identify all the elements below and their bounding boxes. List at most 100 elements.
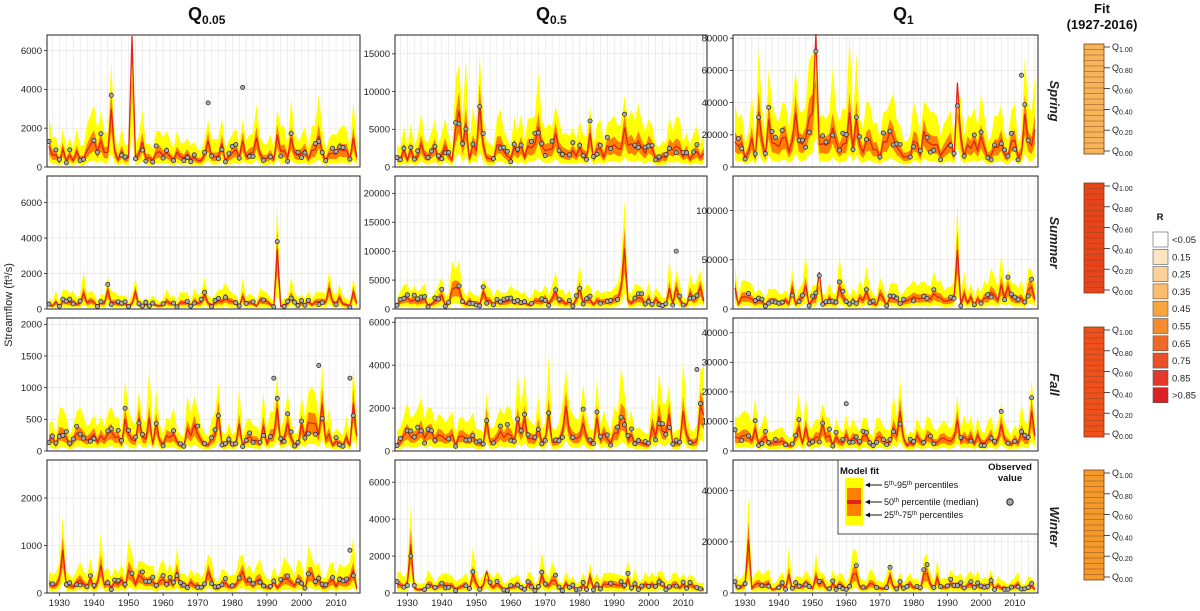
observed-point	[333, 435, 339, 441]
observed-point	[759, 441, 765, 447]
observed-point	[594, 409, 600, 415]
observed-point	[556, 438, 562, 444]
observed-point	[136, 301, 142, 307]
observed-point	[789, 292, 795, 298]
observed-point	[146, 579, 152, 584]
observed-point	[904, 584, 910, 590]
panel-summer-2: 0 50000 100000	[696, 175, 1039, 315]
observed-point	[77, 431, 83, 437]
observed-point	[653, 583, 659, 589]
observed-point	[591, 441, 596, 447]
observed-point	[305, 297, 311, 303]
observed-point	[847, 583, 853, 589]
observed-point	[931, 441, 937, 447]
observed-point	[796, 417, 802, 423]
legend-box	[837, 459, 1039, 535]
r-legend-label: 0.75	[1172, 356, 1191, 367]
observed-point	[954, 103, 960, 109]
r-legend-label: 0.35	[1172, 287, 1191, 298]
observed-point	[756, 114, 762, 120]
observed-point	[466, 437, 472, 443]
y-axis-label: Streamflow (ft³/s)	[3, 263, 15, 347]
observed-point	[806, 303, 812, 309]
observed-point	[236, 155, 242, 161]
column-title-q1: Q1	[893, 4, 914, 27]
observed-point	[171, 428, 176, 434]
observed-points	[46, 239, 353, 310]
fit-bar-label: Q0.40	[1112, 387, 1133, 399]
y-tick-label: 50000	[702, 255, 728, 266]
observed-point	[577, 142, 583, 148]
legend-arrowhead-1	[865, 482, 870, 488]
observed-point	[666, 424, 672, 430]
observed-point	[425, 155, 431, 160]
observed-point	[826, 586, 832, 592]
observed-point	[236, 303, 242, 309]
observed-point	[150, 574, 156, 580]
observed-point	[618, 414, 624, 420]
observed-point	[1008, 130, 1014, 136]
band-5-95	[49, 49, 357, 166]
observed-point	[608, 146, 614, 152]
observed-point	[350, 413, 356, 418]
observed-point	[77, 582, 83, 588]
observed-point	[408, 553, 414, 559]
observed-point	[453, 588, 459, 594]
observed-point	[491, 156, 496, 162]
observed-point	[1002, 297, 1008, 303]
observed-point	[340, 145, 346, 150]
y-tick-label: 2000	[21, 123, 42, 134]
observed-point	[126, 427, 131, 433]
observed-point	[998, 408, 1004, 414]
fit-subtitle: (1927-2016)	[1067, 17, 1138, 32]
observed-point	[171, 158, 176, 164]
observed-point	[525, 579, 531, 585]
observed-point	[257, 579, 263, 585]
observed-point	[184, 585, 190, 591]
r-legend-swatch	[1152, 266, 1169, 282]
observed-point	[94, 304, 100, 309]
observed-point	[642, 301, 648, 307]
observed-points	[732, 562, 1035, 593]
observed-point	[806, 584, 812, 590]
x-tick-label: 1980	[903, 598, 924, 609]
observed-point	[917, 148, 923, 154]
observed-points	[394, 367, 703, 449]
y-tick-label: 6000	[21, 46, 42, 57]
observed-point	[921, 567, 927, 573]
observed-point	[584, 296, 590, 302]
observed-point	[439, 580, 445, 586]
observed-point	[411, 582, 417, 588]
observed-point	[635, 144, 641, 150]
observed-point	[670, 441, 676, 447]
panel-fall-0: 0 500 1000 1500 2000	[21, 317, 361, 457]
observed-point	[816, 578, 822, 584]
observed-point	[522, 411, 528, 417]
median-line	[734, 34, 1036, 160]
row-label-spring: Spring	[1047, 80, 1062, 121]
observed-point	[139, 431, 145, 437]
r-legend-label: <0.05	[1172, 235, 1196, 246]
observed-point	[911, 439, 917, 445]
observed-point	[288, 131, 294, 136]
observed-point	[1015, 297, 1021, 303]
observed-point	[247, 577, 253, 583]
observed-point	[542, 438, 548, 443]
observed-point	[759, 296, 765, 302]
observed-point	[580, 580, 586, 585]
observed-point	[267, 583, 273, 589]
fit-bar-label: Q0.20	[1112, 264, 1133, 276]
panel-border	[394, 175, 708, 310]
observed-point	[897, 300, 903, 306]
observed-point	[608, 580, 614, 586]
observed-point	[271, 375, 277, 381]
observed-point	[184, 298, 190, 304]
panel-spring-2: 0 20000 40000 60000 80000	[702, 34, 1039, 173]
fit-bar-label: Q0.00	[1112, 146, 1133, 158]
observed-point	[697, 586, 703, 592]
observed-point	[94, 149, 100, 155]
observed-point	[446, 299, 452, 305]
observed-point	[202, 441, 208, 447]
observed-point	[333, 302, 339, 308]
observed-point	[1029, 581, 1035, 587]
